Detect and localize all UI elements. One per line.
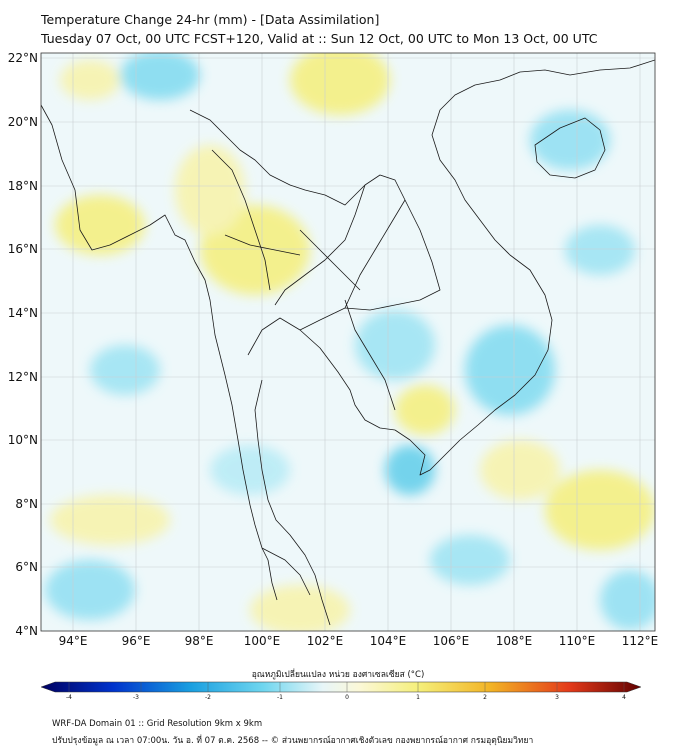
colorbar-divisions <box>68 682 625 692</box>
lon-label: 94°E <box>59 634 88 648</box>
colorbar-tick: -3 <box>133 694 139 701</box>
plot-frame <box>40 52 656 632</box>
lon-label: 112°E <box>622 634 659 648</box>
longitude-axis: 94°E 96°E 98°E 100°E 102°E 104°E 106°E 1… <box>59 634 659 648</box>
colorbar-tick: -2 <box>205 694 211 701</box>
temperature-field <box>41 53 655 631</box>
lon-label: 102°E <box>307 634 344 648</box>
colorbar-label: อุณหภูมิเปลี่ยนแปลง หน่วย องศาเซลเซียส (… <box>251 670 425 680</box>
colorbar-tick: 2 <box>483 694 487 701</box>
lat-label: 6°N <box>15 560 38 574</box>
lon-label: 96°E <box>122 634 151 648</box>
lat-label: 16°N <box>8 242 38 256</box>
lon-label: 100°E <box>244 634 281 648</box>
colorbar: -4 -3 -2 -1 0 1 2 3 4 <box>40 681 642 701</box>
lat-label: 10°N <box>8 433 38 447</box>
colorbar-tick: -4 <box>66 694 72 701</box>
footer-credit: ปรับปรุงข้อมูล ณ เวลา 07:00น. วัน อ. ที่… <box>52 736 534 746</box>
colorbar-ramp <box>40 681 642 693</box>
lon-label: 106°E <box>433 634 470 648</box>
lat-label: 4°N <box>15 624 38 638</box>
colorbar-tick: 3 <box>555 694 559 701</box>
colorbar-tick: 1 <box>416 694 420 701</box>
map-title: Temperature Change 24-hr (mm) - [Data As… <box>41 12 380 27</box>
graticule <box>41 53 655 631</box>
lat-label: 22°N <box>8 51 38 65</box>
lat-label: 18°N <box>8 179 38 193</box>
lon-label: 104°E <box>370 634 407 648</box>
lon-label: 98°E <box>185 634 214 648</box>
colorbar-tick: -1 <box>277 694 283 701</box>
lon-label: 108°E <box>496 634 533 648</box>
coastlines <box>41 59 655 626</box>
colorbar-tick: 4 <box>622 694 626 701</box>
colorbar-tick: 0 <box>345 694 349 701</box>
latitude-axis: 22°N 20°N 18°N 16°N 14°N 12°N 10°N 8°N 6… <box>8 51 38 638</box>
lon-label: 110°E <box>559 634 596 648</box>
footer-resolution: WRF-DA Domain 01 :: Grid Resolution 9km … <box>52 719 263 729</box>
lat-label: 14°N <box>8 306 38 320</box>
lat-label: 12°N <box>8 370 38 384</box>
lat-label: 20°N <box>8 115 38 129</box>
lat-label: 8°N <box>15 497 38 511</box>
map-subtitle: Tuesday 07 Oct, 00 UTC FCST+120, Valid a… <box>41 31 598 46</box>
